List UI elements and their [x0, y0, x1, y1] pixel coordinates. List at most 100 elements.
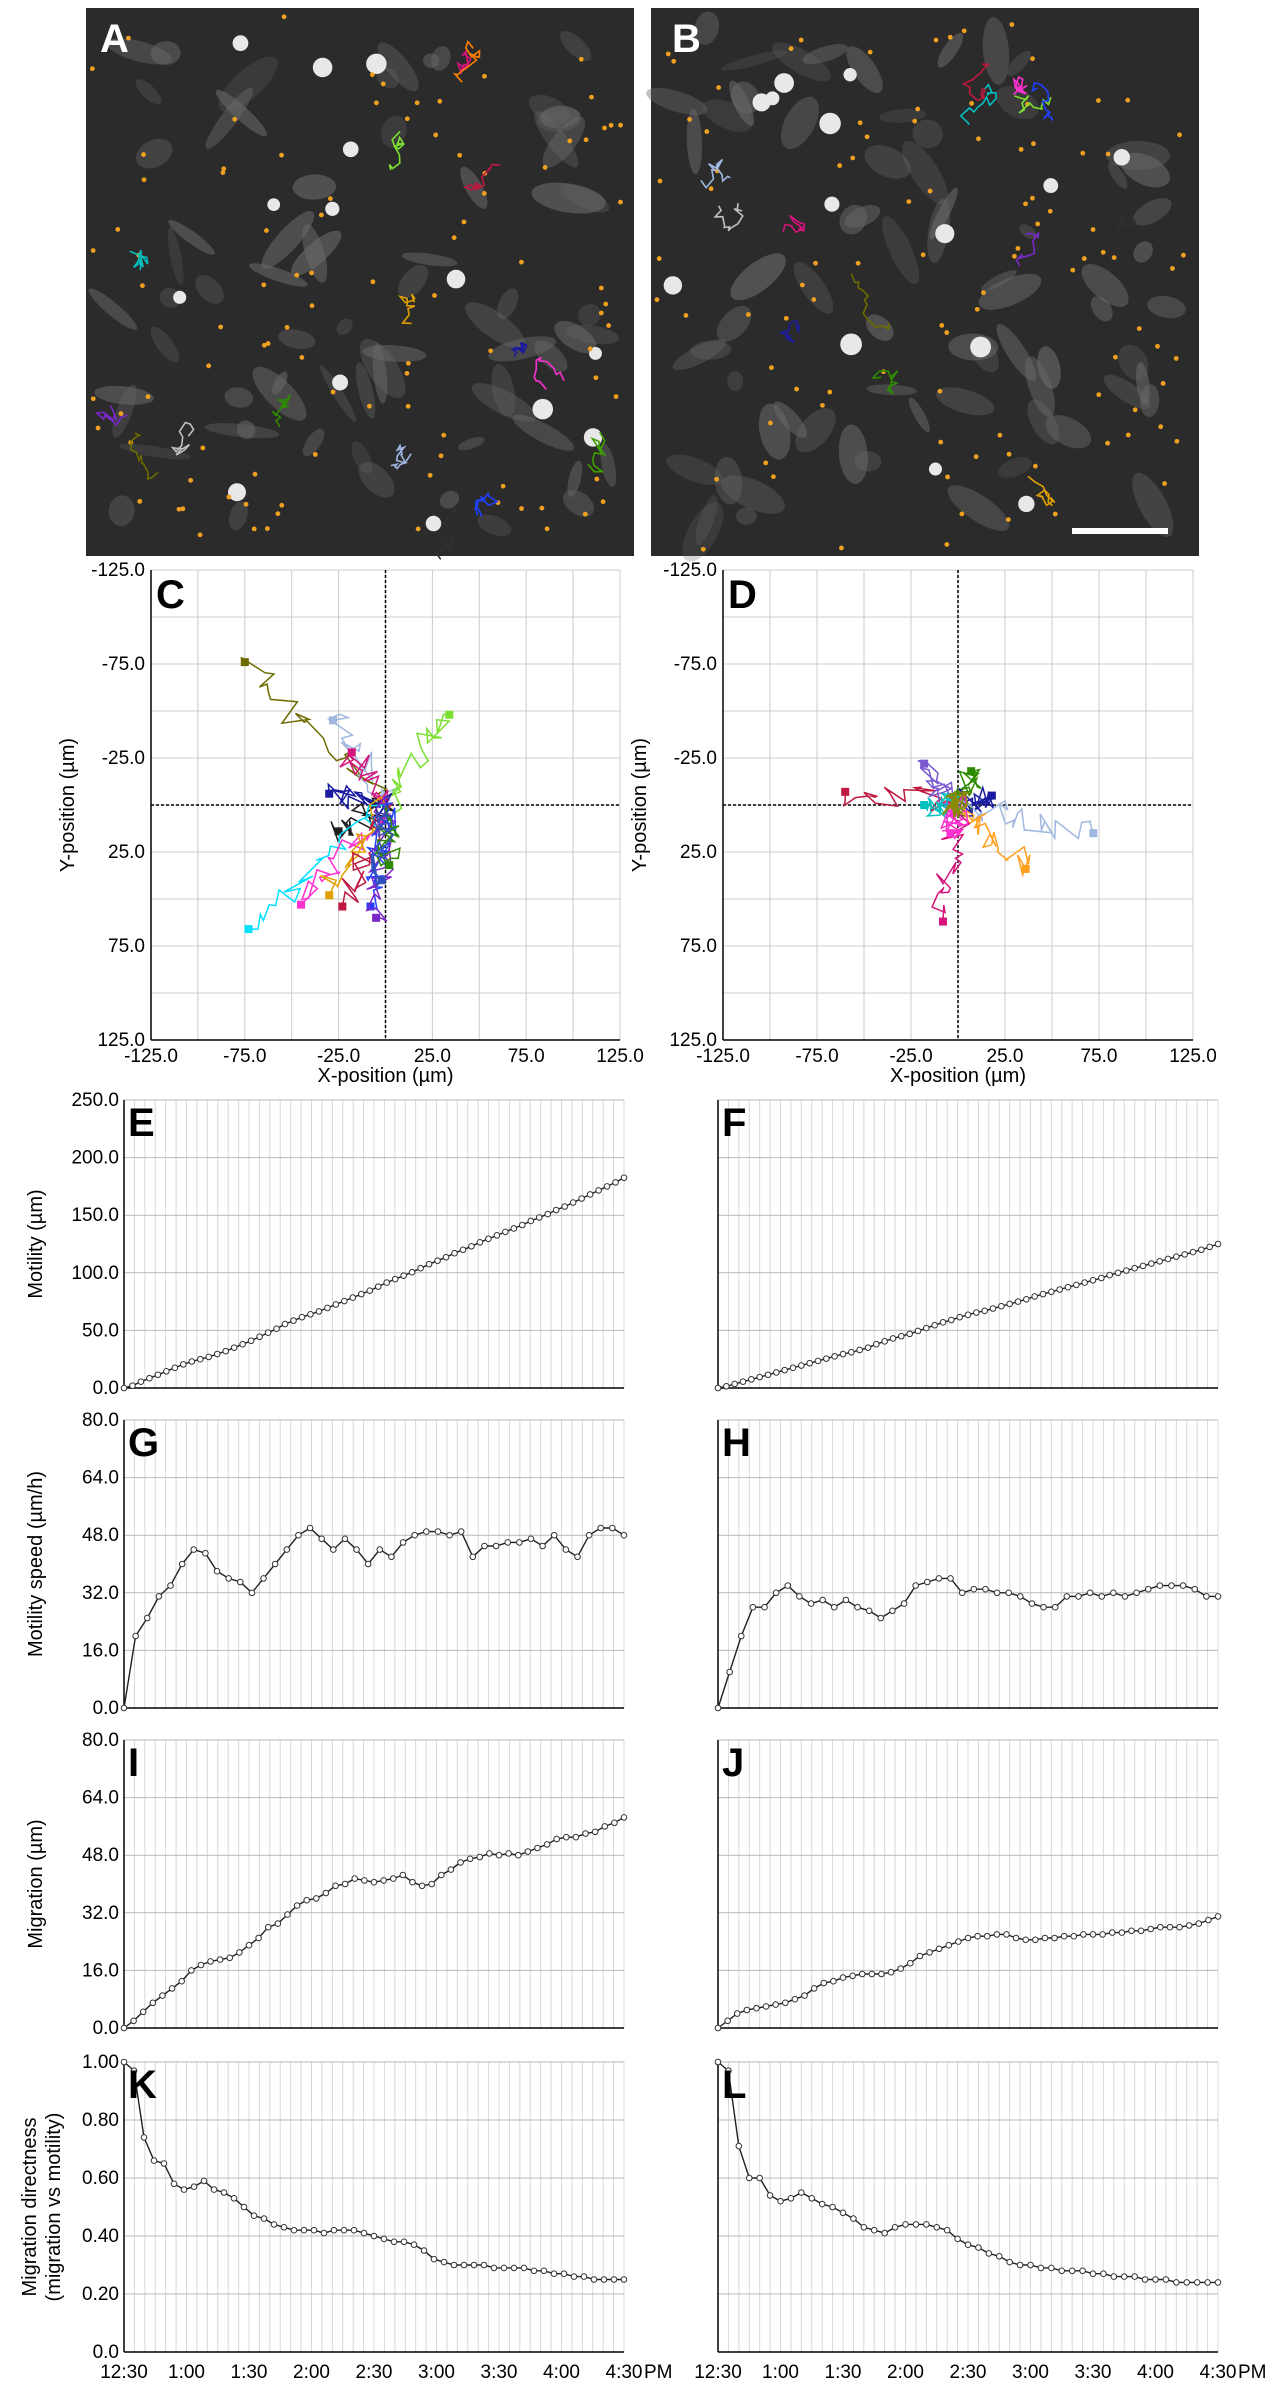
data-point [1173, 1253, 1180, 1260]
cell [94, 385, 154, 405]
data-point [351, 1875, 359, 1882]
data-point [399, 1871, 407, 1879]
data-point [318, 1535, 325, 1543]
data-point [171, 1364, 179, 1372]
centroid-marker [312, 452, 318, 457]
centroid-marker [145, 394, 151, 400]
cell-track [129, 249, 149, 271]
data-point [1198, 1246, 1205, 1254]
cell [302, 428, 325, 457]
data-point [160, 2160, 168, 2167]
centroid-marker [763, 460, 769, 466]
trajectory-endpoint [1089, 829, 1098, 838]
data-point [535, 1214, 543, 1221]
data-point [130, 2017, 137, 2025]
cell-track [778, 319, 800, 344]
data-point [806, 1359, 813, 1367]
data-point [178, 1977, 185, 1985]
data-point [923, 1324, 930, 1332]
centroid-marker [927, 188, 933, 194]
data-point [912, 2221, 920, 2228]
y-tick-label: 0.40 [82, 2226, 119, 2247]
data-point [570, 2273, 578, 2280]
cell [528, 94, 570, 124]
cell [844, 204, 881, 228]
data-point [239, 1340, 246, 1348]
cell [981, 270, 1017, 292]
centroid-marker [594, 476, 600, 482]
trajectory-endpoint [325, 789, 334, 798]
data-point [1181, 1251, 1188, 1258]
data-point [341, 1880, 349, 1888]
cell [795, 408, 836, 453]
data-point [597, 1524, 605, 1532]
data-point [459, 1246, 467, 1254]
centroid-marker [275, 511, 281, 517]
cell [1132, 472, 1174, 538]
centroid-marker [1009, 22, 1015, 27]
x-tick-label: 125.0 [596, 1046, 644, 1067]
data-point [225, 1575, 232, 1582]
data-point [400, 2238, 408, 2246]
trajectory-endpoint [244, 925, 253, 934]
centroid-marker [188, 477, 194, 483]
data-point [417, 1264, 424, 1272]
data-point [801, 1992, 808, 1999]
x-tick-label: -25.0 [317, 1046, 360, 1067]
centroid-marker [457, 152, 463, 158]
cell [686, 108, 703, 175]
data-point [322, 1889, 330, 1897]
centroid-marker [1136, 326, 1142, 332]
data-point [306, 1524, 314, 1532]
data-point [1006, 2258, 1013, 2266]
data-point [1075, 1593, 1082, 1600]
data-point [504, 1539, 512, 1546]
data-point [330, 1546, 337, 1553]
data-point [985, 2250, 993, 2257]
data-point [1114, 1269, 1122, 1277]
y-tick-label: 16.0 [82, 1960, 119, 1981]
cell-track [1116, 214, 1137, 239]
data-point [256, 1333, 263, 1341]
data-point [609, 1524, 616, 1532]
cell [566, 324, 620, 345]
cell [882, 216, 920, 284]
data-point [457, 1528, 465, 1535]
data-point [562, 1546, 570, 1553]
data-point [389, 1875, 397, 1882]
cell [560, 183, 610, 213]
data-point [839, 1350, 847, 1358]
x-tick-label: 75.0 [508, 1046, 545, 1067]
data-point [281, 1320, 289, 1328]
cell [512, 414, 575, 451]
data-point [418, 1882, 426, 1890]
data-point [726, 1668, 733, 1676]
cell [682, 502, 724, 562]
data-point [315, 1308, 323, 1315]
data-point [284, 1911, 291, 1918]
bright-cell [366, 53, 387, 75]
centroid-marker [1160, 381, 1166, 386]
data-point [264, 1329, 272, 1337]
data-point [1073, 1281, 1080, 1289]
centroid-marker [589, 94, 594, 100]
data-point [1089, 1931, 1097, 1938]
x-tick-label: 125.0 [1169, 1046, 1217, 1067]
data-point [1183, 2279, 1191, 2286]
centroid-marker [252, 471, 258, 477]
centroid-marker [961, 28, 967, 34]
cell-trajectory [365, 802, 397, 911]
data-point [810, 1985, 818, 1992]
cell [377, 42, 419, 92]
cell [935, 387, 995, 416]
cell-track [533, 356, 565, 390]
data-point [723, 1382, 730, 1390]
centroid-marker [976, 136, 981, 142]
cell [772, 42, 831, 82]
centroid-marker [656, 256, 662, 261]
data-point [820, 1979, 828, 1987]
cell [252, 366, 307, 421]
data-point [255, 1934, 262, 1942]
data-point [868, 1970, 876, 1978]
data-point [139, 2008, 147, 2016]
